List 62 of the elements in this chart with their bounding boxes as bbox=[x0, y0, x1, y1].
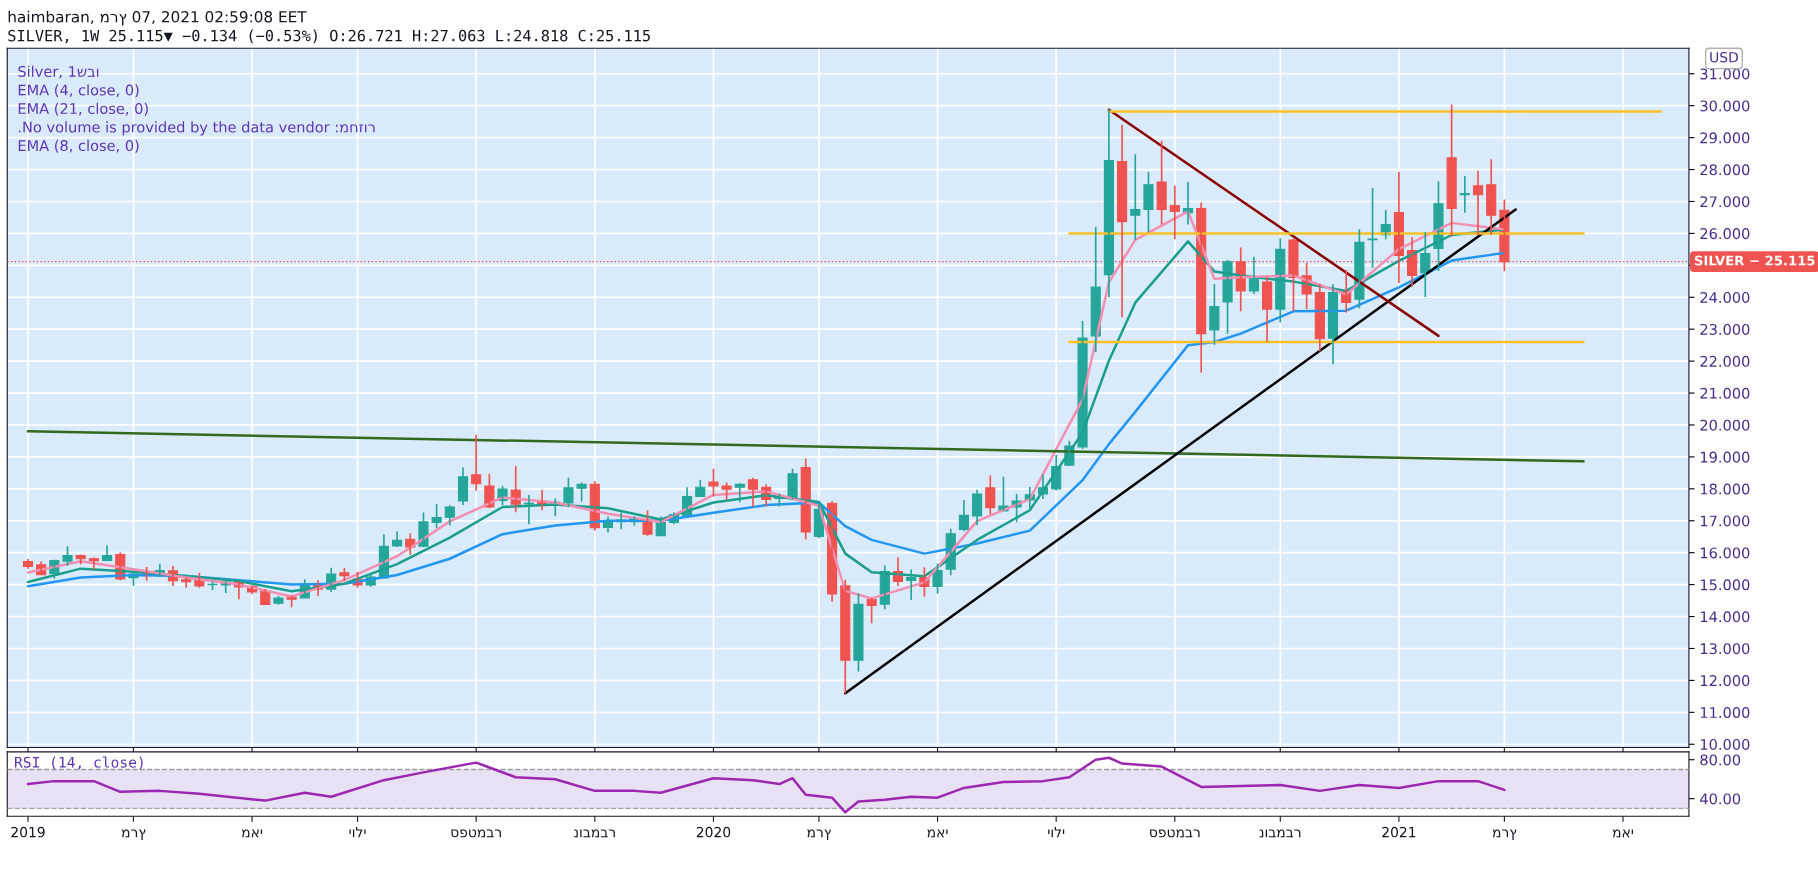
candlestick bbox=[62, 545, 73, 567]
candlestick bbox=[866, 597, 877, 625]
y-tick-label: 40.00 bbox=[1700, 793, 1741, 805]
candlestick bbox=[576, 481, 587, 503]
y-tick-label: 13.000 bbox=[1700, 643, 1750, 655]
x-tick-label: מאי bbox=[241, 829, 263, 838]
x-tick-label: מרץ bbox=[807, 829, 831, 841]
y-tick-label: 19.000 bbox=[1700, 451, 1750, 463]
y-tick-label: 18.000 bbox=[1700, 483, 1750, 495]
y-tick-label: 11.000 bbox=[1700, 707, 1750, 719]
y-tick-label: 31.000 bbox=[1700, 68, 1750, 80]
candlestick bbox=[484, 472, 495, 509]
candlestick bbox=[1446, 103, 1457, 238]
candlestick bbox=[853, 592, 864, 673]
y-tick-label: 28.000 bbox=[1700, 164, 1750, 176]
y-tick-label: 30.000 bbox=[1700, 100, 1750, 112]
x-tick-label: יולי bbox=[1048, 827, 1065, 838]
y-tick-label: 80.00 bbox=[1700, 754, 1741, 766]
annotation: .No volume is provided by the data vendor :מחזור bbox=[18, 121, 375, 136]
candlestick bbox=[932, 562, 943, 595]
x-tick-label: ספטמבר bbox=[1150, 829, 1200, 838]
y-tick-label: 29.000 bbox=[1700, 132, 1750, 144]
y-tick-label: 22.000 bbox=[1700, 355, 1750, 367]
candlestick bbox=[708, 467, 719, 498]
y-tick-label: 16.000 bbox=[1700, 547, 1750, 559]
candlestick bbox=[1156, 139, 1167, 226]
candlestick bbox=[431, 503, 442, 529]
x-tick-label: מאי bbox=[927, 829, 948, 838]
y-tick-label: 24.000 bbox=[1700, 291, 1750, 304]
annotation: EMA (4, close, 0) bbox=[18, 84, 139, 98]
annotation: Silver, 1שבו bbox=[18, 65, 99, 79]
x-tick-label: 2019 bbox=[11, 826, 45, 838]
x-tick-label: נובמבר bbox=[1259, 829, 1301, 838]
x-tick-label: מרץ bbox=[1492, 829, 1517, 841]
y-tick-label: 12.000 bbox=[1700, 675, 1750, 687]
candlestick bbox=[787, 467, 798, 501]
chart-title: haimbaran, מרץ 07, 2021 02:59:08 EET bbox=[8, 10, 307, 26]
y-tick-label: 26.000 bbox=[1700, 228, 1750, 240]
x-tick-label: 2021 bbox=[1382, 826, 1416, 838]
ref-line-label: SILVER − 25.115 bbox=[1694, 255, 1815, 266]
candlestick bbox=[1209, 283, 1220, 346]
y-axis-title: USD bbox=[1710, 51, 1738, 63]
y-tick-label: 21.000 bbox=[1700, 387, 1750, 399]
x-tick-label: יולי bbox=[349, 827, 366, 838]
x-tick-label: מאי bbox=[1612, 829, 1633, 838]
x-tick-label: נובמבר bbox=[574, 829, 615, 838]
y-tick-label: 17.000 bbox=[1700, 515, 1750, 527]
x-tick-label: מרץ bbox=[121, 829, 146, 841]
x-tick-label: 2020 bbox=[696, 826, 731, 838]
chart-title: RSI (14, close) bbox=[15, 756, 143, 770]
y-tick-label: 14.000 bbox=[1700, 611, 1750, 623]
y-tick-label: 23.000 bbox=[1700, 323, 1750, 335]
annotation: EMA (8, close, 0) bbox=[18, 139, 139, 153]
candlestick bbox=[1143, 170, 1154, 233]
y-tick-label: 15.000 bbox=[1700, 579, 1750, 591]
y-tick-label: 27.000 bbox=[1700, 196, 1750, 208]
annotation: EMA (21, close, 0) bbox=[18, 102, 148, 116]
y-tick-label: 20.000 bbox=[1700, 419, 1750, 431]
chart-subtitle: SILVER, 1W 25.115▼ −0.134 (−0.53%) O:26.721 H:27.063 L:24.818 C:25.115 bbox=[8, 29, 650, 44]
x-tick-label: ספטמבר bbox=[451, 829, 501, 838]
y-tick-label: 10.000 bbox=[1700, 738, 1750, 750]
candlestick bbox=[563, 476, 574, 508]
